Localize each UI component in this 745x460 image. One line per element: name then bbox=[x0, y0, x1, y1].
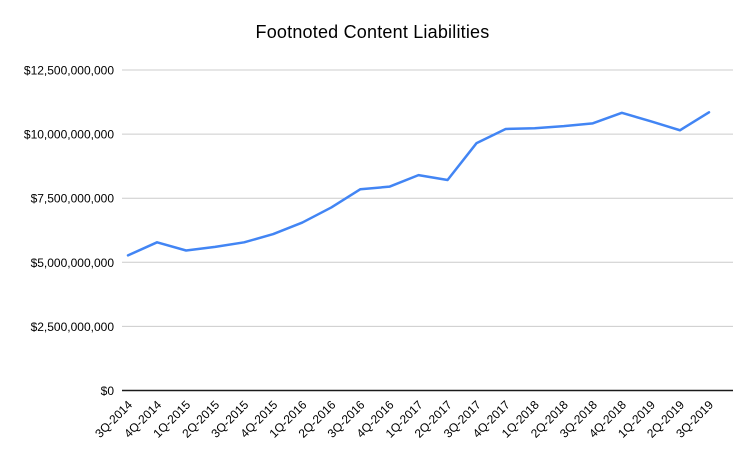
y-tick-label: $7,500,000,000 bbox=[31, 192, 115, 206]
y-tick-label: $5,000,000,000 bbox=[31, 256, 115, 270]
y-tick-label: $12,500,000,000 bbox=[24, 64, 114, 78]
chart-title: Footnoted Content Liabilities bbox=[255, 22, 490, 42]
y-tick-label: $0 bbox=[101, 384, 115, 398]
y-tick-label: $2,500,000,000 bbox=[31, 320, 115, 334]
y-tick-label: $10,000,000,000 bbox=[24, 128, 114, 142]
data-line-series bbox=[126, 111, 711, 257]
